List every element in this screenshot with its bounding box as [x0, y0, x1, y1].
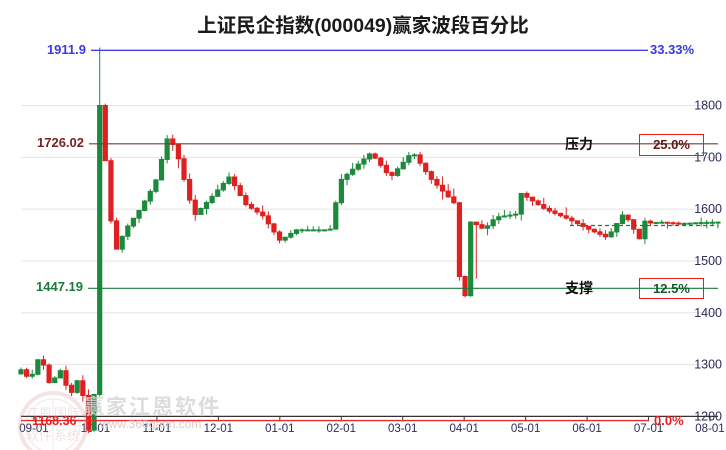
svg-text:江恩: 江恩 [26, 406, 52, 421]
svg-text:系统: 系统 [54, 428, 80, 443]
svg-text:国际: 国际 [54, 406, 80, 421]
svg-text:软件: 软件 [26, 428, 52, 443]
